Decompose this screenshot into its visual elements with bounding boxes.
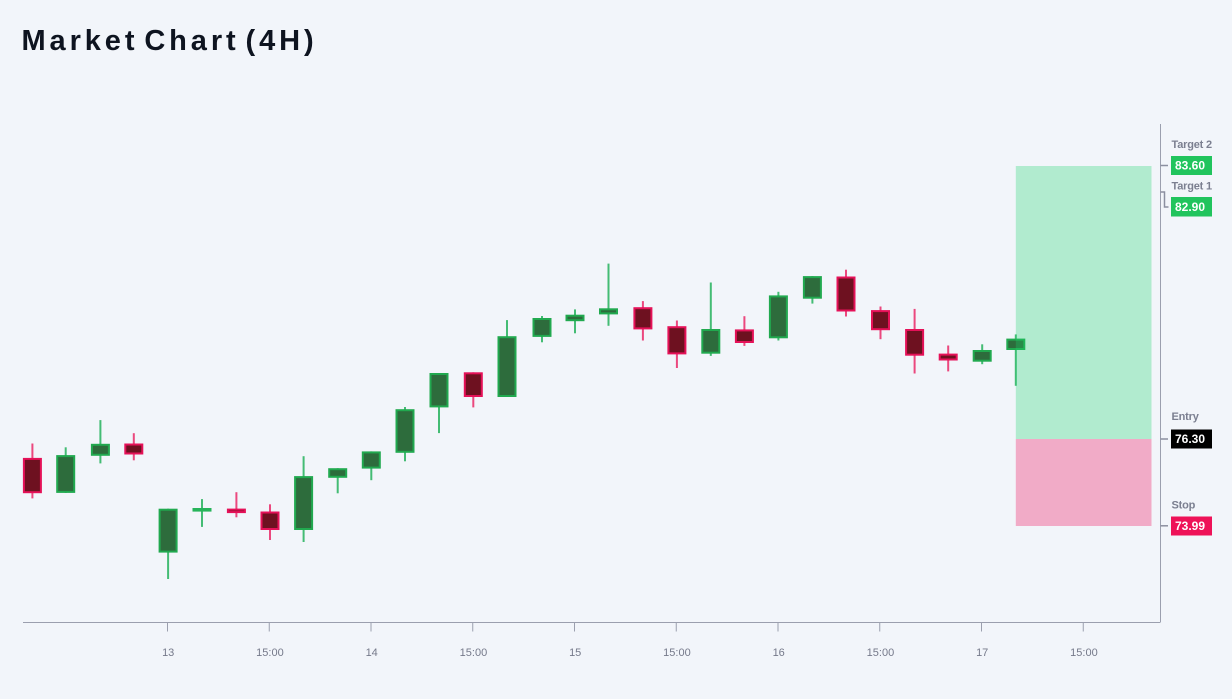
svg-text:16: 16	[773, 647, 785, 659]
svg-text:83.60: 83.60	[1175, 159, 1205, 173]
svg-text:14: 14	[366, 647, 378, 659]
svg-text:76.30: 76.30	[1175, 432, 1205, 446]
svg-text:73.99: 73.99	[1175, 519, 1205, 533]
svg-text:Target 1: Target 1	[1172, 181, 1212, 193]
svg-text:Entry: Entry	[1172, 411, 1200, 423]
svg-text:15:00: 15:00	[256, 647, 284, 659]
svg-text:17: 17	[976, 647, 988, 659]
svg-text:Stop: Stop	[1172, 499, 1196, 511]
svg-text:82.90: 82.90	[1175, 200, 1205, 214]
svg-text:15:00: 15:00	[867, 647, 895, 659]
svg-text:Target 2: Target 2	[1172, 139, 1212, 151]
svg-text:15:00: 15:00	[1070, 647, 1098, 659]
svg-text:15:00: 15:00	[460, 647, 488, 659]
svg-text:15:00: 15:00	[663, 647, 691, 659]
svg-text:15: 15	[569, 647, 581, 659]
svg-text:13: 13	[162, 647, 174, 659]
